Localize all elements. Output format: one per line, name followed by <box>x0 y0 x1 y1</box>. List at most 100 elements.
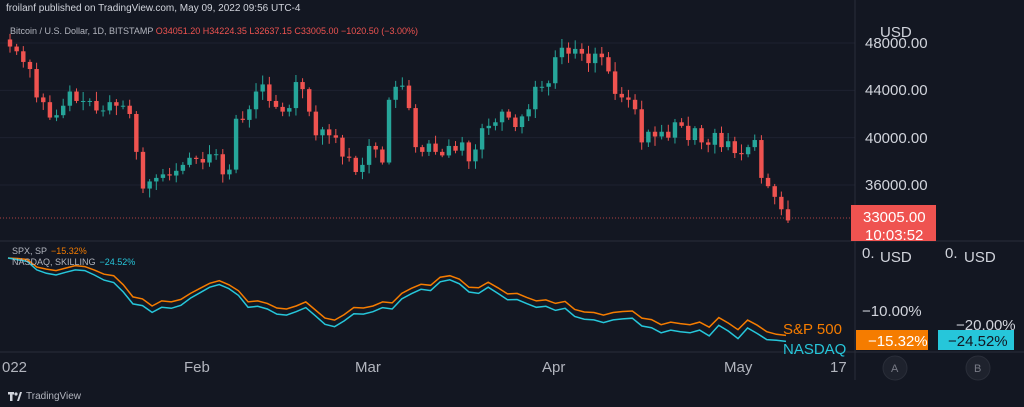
candle-body <box>559 47 565 58</box>
candle-body <box>80 100 86 102</box>
x-tick-label: Mar <box>355 359 381 376</box>
legend-nasdaq-value: −24.52% <box>100 257 136 267</box>
legend-sp: SPX, SP −15.32% <box>12 246 87 256</box>
candle-body <box>426 143 432 152</box>
candle-body <box>586 53 591 64</box>
candle-body <box>167 174 172 176</box>
currency-label: USD <box>880 24 912 41</box>
candle-body <box>21 51 26 62</box>
candle-body <box>699 128 704 143</box>
candle-body <box>213 154 219 156</box>
candle-body <box>7 39 13 47</box>
scale-b-button[interactable] <box>965 355 991 381</box>
candle-body <box>619 93 624 98</box>
candle-body <box>606 57 611 72</box>
candle-body <box>499 111 505 123</box>
candle-body <box>686 125 691 141</box>
candle-body <box>466 142 472 162</box>
candle-body <box>67 91 73 106</box>
x-tick-label: 17 <box>830 359 847 376</box>
candle-body <box>160 174 166 178</box>
candle-body <box>539 86 545 88</box>
footer-brand[interactable]: TradingView <box>8 391 81 402</box>
candle-body <box>366 145 372 165</box>
scale-a-label: A <box>891 363 899 375</box>
candle-body <box>785 209 791 221</box>
candle-body <box>765 177 771 187</box>
legend-nasdaq-symbol: NASDAQ, SKILLING <box>12 257 96 267</box>
price-tick: 36000.00 <box>865 177 928 194</box>
candle-body <box>519 116 525 128</box>
candle-body <box>140 151 146 189</box>
candle-body <box>154 177 159 182</box>
candle-body <box>553 57 558 84</box>
candle-body <box>14 46 19 52</box>
candle-body <box>706 142 711 145</box>
sp500-badge-value: −15.32% <box>868 333 928 350</box>
candle-body <box>267 84 272 101</box>
candle-body <box>599 53 605 58</box>
candle-body <box>712 132 718 145</box>
candle-body <box>406 85 412 109</box>
legend-sp-value: −15.32% <box>51 246 87 256</box>
candle-body <box>679 122 684 126</box>
candle-body <box>54 115 59 118</box>
candle-body <box>247 109 252 120</box>
candle-body <box>573 48 578 54</box>
scale-a-top: 0. <box>862 245 875 262</box>
nasdaq-badge-value: −24.52% <box>948 333 1008 350</box>
candle-body <box>200 158 206 163</box>
scale-b-label: B <box>974 363 981 375</box>
candle-body <box>187 157 192 165</box>
candle-body <box>380 149 385 163</box>
candle-body <box>486 125 491 129</box>
candle-body <box>752 140 757 148</box>
sp500-label: S&P 500 <box>783 321 842 338</box>
low-value: L32637.15 <box>249 26 292 36</box>
candle-body <box>400 85 405 87</box>
candle-body <box>147 181 152 189</box>
price-tick: 48000.00 <box>865 35 928 52</box>
candle-body <box>759 140 764 178</box>
candle-body <box>114 102 119 106</box>
candle-body <box>287 108 292 112</box>
scale-a-button[interactable] <box>882 355 908 381</box>
candle-body <box>273 100 279 107</box>
candle-body <box>719 132 724 148</box>
candle-body <box>652 131 658 137</box>
candle-body <box>420 147 425 152</box>
candle-body <box>180 164 186 171</box>
candle-body <box>639 109 644 143</box>
candlestick-series <box>7 33 791 224</box>
candle-body <box>60 105 66 116</box>
candle-body <box>513 117 518 128</box>
x-tick-label: Feb <box>184 359 210 376</box>
candle-body <box>413 108 418 148</box>
candle-body <box>546 83 551 87</box>
last-price-badge <box>851 205 936 241</box>
candle-body <box>646 131 651 143</box>
candle-body <box>659 131 664 137</box>
legend-nasdaq: NASDAQ, SKILLING −24.52% <box>12 257 135 267</box>
scale-b-currency: USD <box>964 249 996 266</box>
open-value: O34051.20 <box>155 26 201 36</box>
candle-body <box>626 97 631 100</box>
candle-body <box>280 106 285 112</box>
scale-b-top: 0. <box>945 245 958 262</box>
candle-body <box>506 111 511 118</box>
candle-body <box>27 61 33 70</box>
candle-body <box>307 89 312 112</box>
candle-body <box>207 154 212 163</box>
candle-body <box>479 128 485 150</box>
candle-body <box>440 151 445 156</box>
candle-body <box>100 110 106 112</box>
candle-body <box>120 105 126 107</box>
candle-body <box>725 141 731 148</box>
candle-body <box>41 97 46 103</box>
scale-b-tick: −20.00% <box>956 317 1016 334</box>
x-tick-label: May <box>724 359 753 376</box>
candle-body <box>360 164 365 172</box>
price-tick: 44000.00 <box>865 82 928 99</box>
candle-body <box>193 157 199 159</box>
